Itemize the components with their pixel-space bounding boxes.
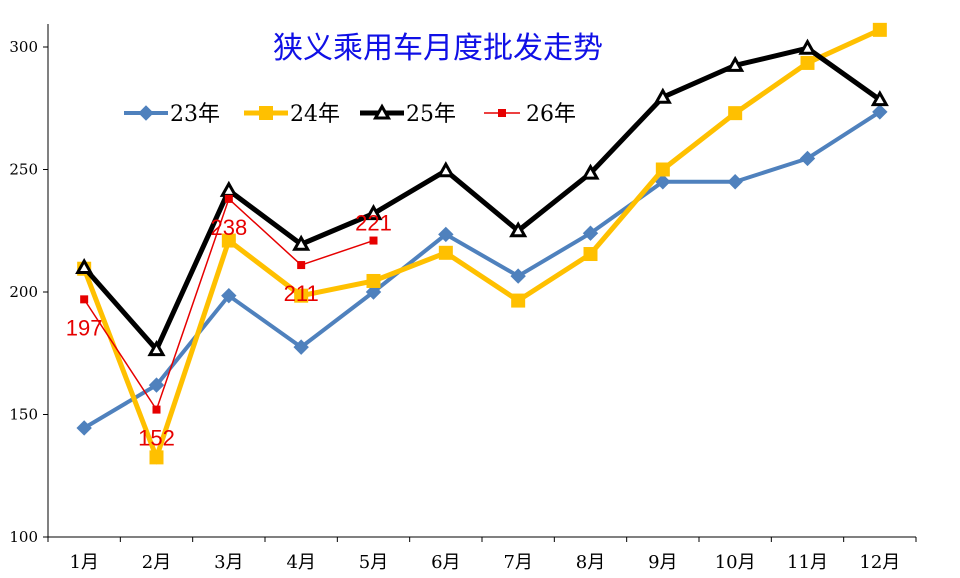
data-point xyxy=(509,221,528,238)
data-point xyxy=(152,405,161,414)
data-point xyxy=(726,55,745,72)
data-point xyxy=(147,340,166,357)
x-tick-label: 3月 xyxy=(214,552,243,573)
data-point xyxy=(582,225,599,241)
data-point xyxy=(292,234,311,251)
data-point xyxy=(436,161,455,178)
legend: 23年 24年 25年 26年 xyxy=(124,102,576,127)
data-point xyxy=(148,377,165,393)
x-tick-label: 5月 xyxy=(359,552,388,573)
legend-label: 25年 xyxy=(406,102,456,127)
data-label: 197 xyxy=(66,315,103,340)
series-3 xyxy=(75,38,889,357)
data-point xyxy=(294,288,309,303)
legend-marker xyxy=(498,109,506,117)
data-point xyxy=(800,55,815,70)
data-point xyxy=(438,245,453,260)
data-point xyxy=(293,339,309,355)
x-tick-label: 8月 xyxy=(576,552,605,573)
x-tick-label: 7月 xyxy=(503,552,532,573)
legend-marker xyxy=(372,103,392,120)
data-point xyxy=(583,247,598,262)
data-point xyxy=(149,450,164,465)
data-label: 238 xyxy=(210,215,247,240)
data-point xyxy=(365,284,382,300)
data-point xyxy=(366,273,381,288)
data-point xyxy=(799,150,816,167)
legend-marker xyxy=(138,105,154,121)
series-1 xyxy=(76,104,888,436)
series-line xyxy=(83,110,881,430)
data-point xyxy=(438,226,454,243)
y-tick-label: 150 xyxy=(9,406,38,424)
legend-label: 24年 xyxy=(290,102,340,127)
y-tick-label: 300 xyxy=(9,38,38,56)
x-tick-label: 9月 xyxy=(648,552,677,573)
legend-item: 23年 xyxy=(124,102,220,127)
data-labels: 197 152 238 211 221 xyxy=(66,211,392,451)
x-tick-label: 11月 xyxy=(787,552,828,573)
legend-item: 26年 xyxy=(484,102,576,127)
x-tick-label: 4月 xyxy=(286,552,315,573)
axes: 100 150 200 250 300 1月 2月 3月 4月 5月 6月 7月 8月 9月 10月 11月 1… xyxy=(9,24,917,573)
data-label: 211 xyxy=(284,281,319,306)
data-point xyxy=(870,90,889,107)
data-point xyxy=(655,162,670,177)
x-tick-label: 1月 xyxy=(69,552,98,573)
data-point xyxy=(510,268,526,284)
data-point xyxy=(653,87,672,104)
x-tick-label: 12月 xyxy=(859,552,900,573)
data-point xyxy=(364,204,383,221)
series-layer xyxy=(75,22,889,465)
data-point xyxy=(224,194,233,203)
chart-title: 狭义乘用车月度批发走势 xyxy=(273,31,603,66)
legend-label: 23年 xyxy=(170,102,220,127)
data-point xyxy=(872,22,887,37)
data-point xyxy=(75,257,94,274)
data-point xyxy=(76,420,92,436)
data-point xyxy=(798,38,817,55)
y-tick-label: 250 xyxy=(9,161,38,179)
data-label: 221 xyxy=(355,211,392,236)
data-point xyxy=(655,174,671,190)
data-point xyxy=(872,104,888,120)
series-4 xyxy=(80,194,378,414)
x-tick-label: 2月 xyxy=(142,552,171,573)
data-point xyxy=(581,163,600,180)
data-label: 152 xyxy=(138,426,175,451)
legend-item: 25年 xyxy=(360,102,456,127)
y-tick-label: 200 xyxy=(9,283,38,301)
data-point xyxy=(727,174,743,190)
data-point xyxy=(728,106,743,121)
legend-marker xyxy=(259,106,273,120)
series-line xyxy=(81,27,881,465)
data-point xyxy=(80,295,89,304)
legend-label: 26年 xyxy=(526,102,576,127)
x-tick-label: 6月 xyxy=(431,552,460,573)
x-tick-label: 10月 xyxy=(715,552,756,573)
series-line xyxy=(82,45,882,355)
data-point xyxy=(221,287,237,304)
data-point xyxy=(369,236,378,245)
data-point xyxy=(297,261,306,270)
data-point xyxy=(221,233,236,248)
y-tick-label: 100 xyxy=(9,528,38,546)
data-point xyxy=(511,293,526,308)
legend-item: 24年 xyxy=(244,102,340,127)
